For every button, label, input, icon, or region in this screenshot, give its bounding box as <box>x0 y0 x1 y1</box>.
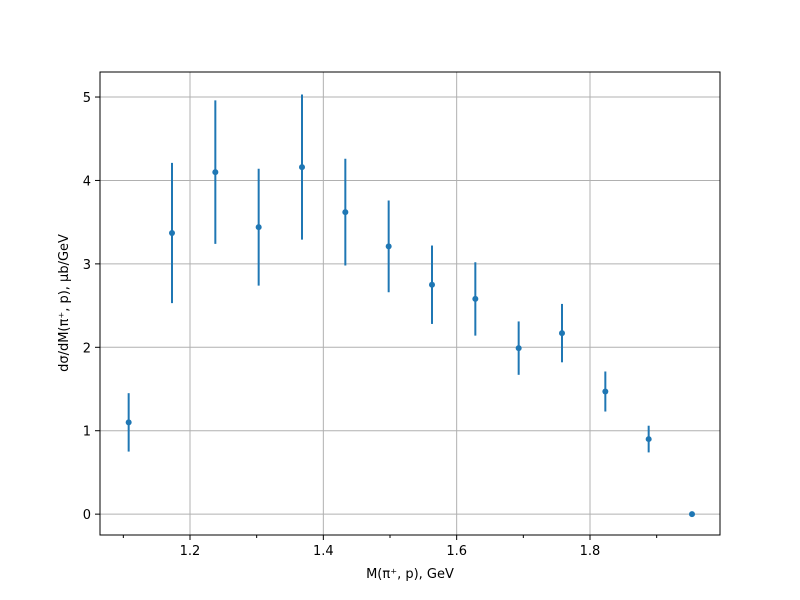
data-series <box>125 94 695 518</box>
data-point <box>645 436 652 443</box>
y-tick-label: 0 <box>83 508 91 523</box>
data-point <box>559 330 565 337</box>
x-tick-label: 1.6 <box>446 544 467 559</box>
y-axis-label: dσ/dM(π⁺, p), μb/GeV <box>57 234 72 372</box>
x-axis-ticks: 1.2 1.4 1.6 1.8 <box>122 535 658 559</box>
data-point <box>125 419 132 426</box>
data-point <box>515 345 522 352</box>
y-tick-label: 2 <box>83 341 91 356</box>
data-point <box>169 230 175 237</box>
y-tick-label: 1 <box>83 425 91 440</box>
data-point <box>385 243 392 250</box>
y-axis-ticks: 0 1 2 3 4 5 <box>83 91 100 523</box>
plot-background <box>100 72 720 535</box>
data-point <box>299 164 305 171</box>
data-point <box>689 511 695 518</box>
x-axis-label: M(π⁺, p), GeV <box>366 567 454 582</box>
plot-frame <box>99 71 721 536</box>
x-tick-label: 1.2 <box>180 544 201 559</box>
data-point <box>472 295 479 302</box>
grid <box>100 72 720 535</box>
data-point <box>342 209 349 216</box>
y-tick-label: 3 <box>83 258 91 273</box>
data-point <box>602 388 609 395</box>
data-point <box>429 281 435 288</box>
x-tick-label: 1.4 <box>313 544 334 559</box>
x-tick-label: 1.8 <box>580 544 601 559</box>
data-point <box>255 224 262 231</box>
data-point <box>212 169 219 176</box>
y-tick-label: 4 <box>83 174 91 189</box>
y-tick-label: 5 <box>83 91 91 106</box>
